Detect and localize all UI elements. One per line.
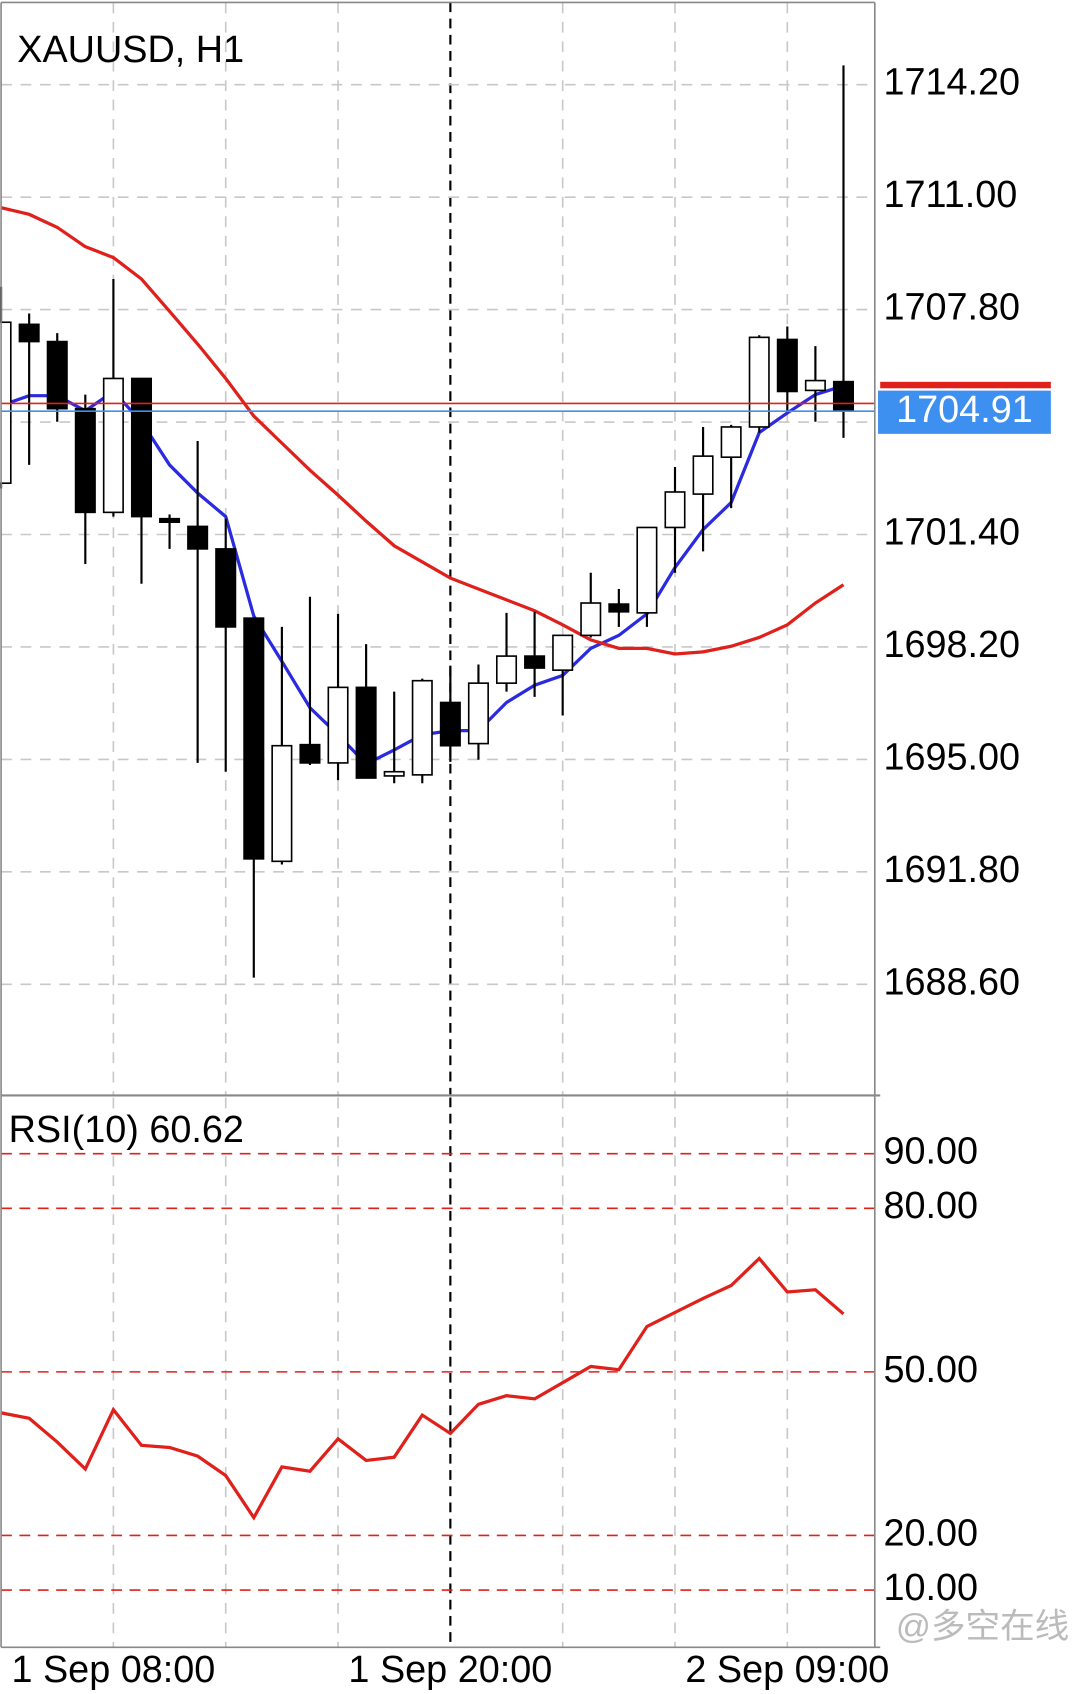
candle-body <box>130 377 153 518</box>
candle-body <box>215 548 237 628</box>
watermark: @多空在线 <box>896 1608 1069 1646</box>
y-tick-label: 1714.20 <box>883 62 1020 104</box>
plot-layer <box>0 2 875 1648</box>
candle-body <box>383 770 405 777</box>
candle-body <box>720 426 742 458</box>
candle-body <box>636 526 658 614</box>
y-tick-label: 80.00 <box>883 1185 978 1227</box>
title-backing <box>4 1109 249 1152</box>
y-tick-label: 1701.40 <box>883 511 1020 553</box>
candle-body <box>524 655 546 669</box>
candle-body <box>804 379 826 392</box>
candle-body <box>467 682 489 745</box>
candle-body <box>832 380 855 412</box>
candle-body <box>692 455 714 495</box>
candle-body <box>552 634 574 671</box>
rsi-title: RSI(10) 60.62 <box>9 1109 244 1151</box>
ask-marker <box>880 381 1051 389</box>
current-price-box <box>878 390 1051 434</box>
candle-body <box>46 340 68 410</box>
candle-body <box>608 603 630 613</box>
candle-body <box>439 701 461 747</box>
candle-body <box>664 491 686 529</box>
y-tick-label: 1688.60 <box>883 961 1020 1003</box>
candle-body <box>411 679 433 776</box>
x-tick-label: 1 Sep 20:00 <box>348 1649 552 1691</box>
y-tick-label: 1691.80 <box>883 849 1020 891</box>
candle-body <box>74 407 96 514</box>
candle-body <box>355 686 377 779</box>
y-tick-label: 20.00 <box>883 1512 978 1554</box>
y-tick-label: 1707.80 <box>883 287 1020 329</box>
candle-body <box>495 655 518 684</box>
candle-body <box>327 686 349 764</box>
candle-body <box>271 744 293 863</box>
y-tick-label: 1698.20 <box>883 624 1020 666</box>
candle-body <box>748 336 770 428</box>
current-price-label: 1704.91 <box>896 389 1033 431</box>
candle-body <box>18 323 40 343</box>
y-tick-label: 10.00 <box>883 1567 978 1609</box>
rsi-line <box>0 1256 845 1521</box>
y-tick-label: 1711.00 <box>883 174 1017 216</box>
candle-body <box>159 517 181 524</box>
x-tick-label: 1 Sep 08:00 <box>11 1649 215 1691</box>
candle-body <box>299 743 321 764</box>
candle-body <box>187 525 209 550</box>
x-tick-label: 2 Sep 09:00 <box>685 1649 889 1691</box>
moving-average <box>0 206 845 656</box>
candle-body <box>243 617 265 860</box>
y-tick-label: 1695.00 <box>883 736 1020 778</box>
candle-body <box>102 377 124 514</box>
y-tick-label: 50.00 <box>883 1349 978 1391</box>
candle-body <box>776 338 798 393</box>
candle-body <box>580 602 602 637</box>
chart-title: XAUUSD, H1 <box>17 29 244 71</box>
y-tick-label: 90.00 <box>883 1131 978 1173</box>
